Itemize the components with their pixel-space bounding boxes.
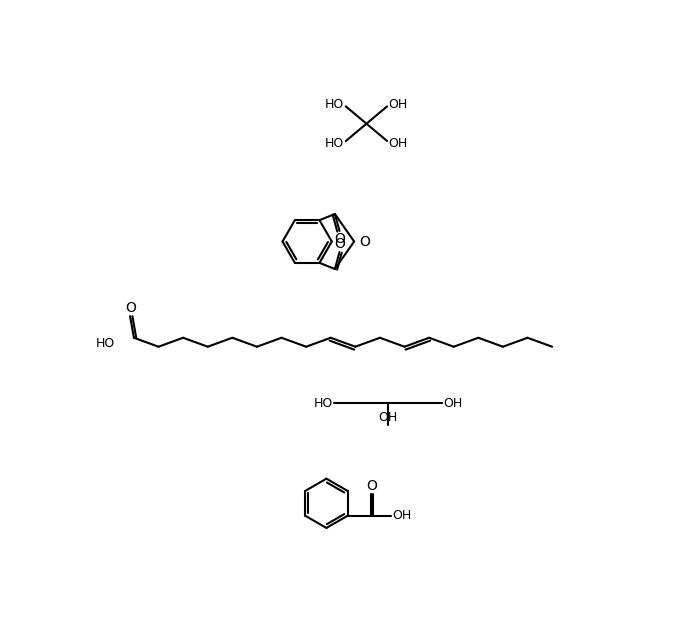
Text: OH: OH (389, 97, 408, 111)
Text: O: O (334, 232, 345, 246)
Text: O: O (366, 479, 377, 493)
Text: O: O (360, 234, 370, 249)
Text: OH: OH (378, 411, 398, 423)
Text: O: O (125, 301, 136, 315)
Text: HO: HO (313, 397, 332, 410)
Text: OH: OH (389, 137, 408, 150)
Text: OH: OH (444, 397, 463, 410)
Text: HO: HO (325, 137, 344, 150)
Text: OH: OH (392, 509, 411, 522)
Text: HO: HO (96, 337, 116, 351)
Text: HO: HO (325, 97, 344, 111)
Text: O: O (334, 237, 345, 251)
